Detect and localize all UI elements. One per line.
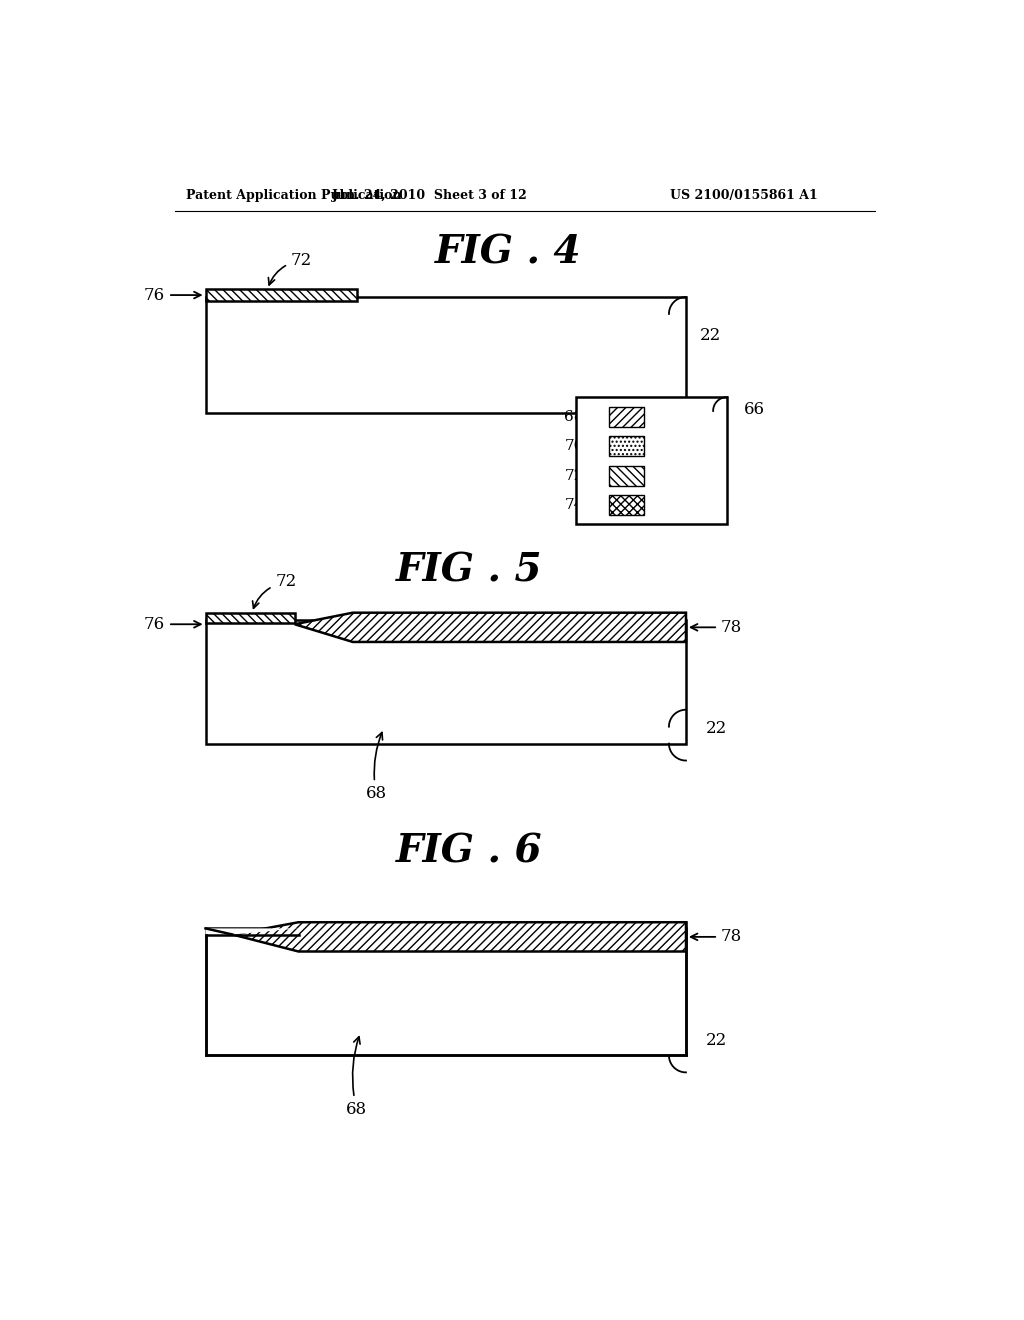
Text: FIG . 5: FIG . 5 <box>395 552 543 589</box>
Bar <box>206 289 356 301</box>
Text: 70: 70 <box>564 438 602 453</box>
Text: US 2100/0155861 A1: US 2100/0155861 A1 <box>671 189 818 202</box>
Text: 74: 74 <box>564 496 602 512</box>
Polygon shape <box>206 928 299 935</box>
Bar <box>608 407 644 428</box>
Text: 72: 72 <box>268 252 312 285</box>
Bar <box>206 620 686 743</box>
Text: 68: 68 <box>346 1036 368 1118</box>
Text: 68: 68 <box>366 733 387 803</box>
Polygon shape <box>232 923 686 952</box>
Text: 72: 72 <box>253 573 297 609</box>
Text: 68: 68 <box>564 409 602 424</box>
Text: 22: 22 <box>700 327 721 345</box>
Text: Jun. 24, 2010  Sheet 3 of 12: Jun. 24, 2010 Sheet 3 of 12 <box>333 189 528 202</box>
Bar <box>608 466 644 486</box>
Text: 22: 22 <box>706 1031 727 1048</box>
Text: 78: 78 <box>691 928 742 945</box>
Bar <box>206 928 686 1056</box>
Text: 22: 22 <box>706 719 727 737</box>
Text: OXIDE: OXIDE <box>652 409 710 425</box>
Text: Patent Application Publication: Patent Application Publication <box>186 189 401 202</box>
Text: 76: 76 <box>144 286 201 304</box>
Bar <box>575 397 727 524</box>
Text: COND: COND <box>652 496 706 513</box>
Polygon shape <box>295 612 686 642</box>
Text: 66: 66 <box>744 401 765 418</box>
Text: NITRIDE: NITRIDE <box>652 467 729 484</box>
Text: 76: 76 <box>144 615 201 632</box>
Bar <box>206 612 295 623</box>
Bar <box>608 437 644 457</box>
Bar <box>206 297 686 413</box>
Text: FIG . 6: FIG . 6 <box>395 832 543 870</box>
Bar <box>608 495 644 515</box>
Text: FIG . 4: FIG . 4 <box>434 234 581 272</box>
Text: 78: 78 <box>691 619 742 636</box>
Text: 72: 72 <box>564 467 602 483</box>
Text: POLY: POLY <box>652 438 697 455</box>
